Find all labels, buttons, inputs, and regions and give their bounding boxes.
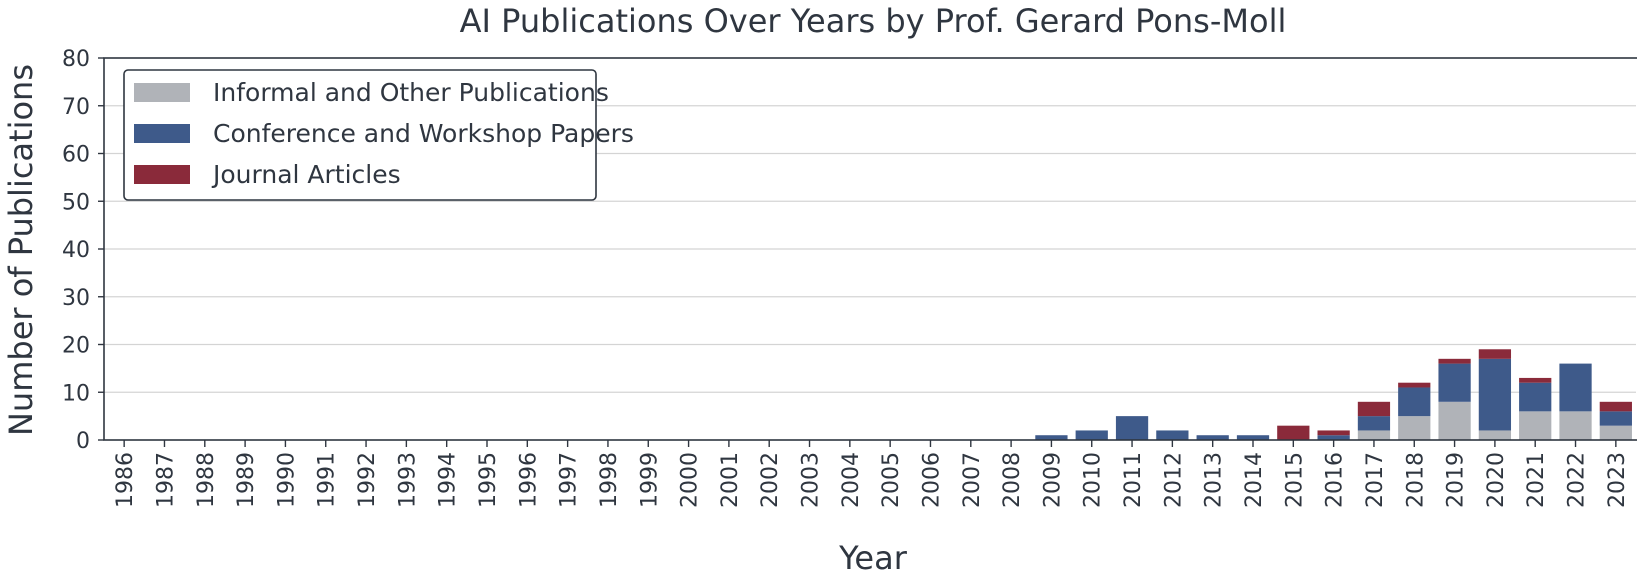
bar-segment [1438,363,1471,402]
y-tick-label: 50 [62,190,90,215]
x-tick-label: 1996 [516,452,541,508]
x-tick-label: 2014 [1242,452,1267,508]
bar-segment [1357,401,1391,417]
bar-segment [1398,382,1431,388]
x-tick-label: 2010 [1081,452,1106,508]
y-tick-label: 10 [62,381,90,406]
x-tick-label: 2004 [839,452,864,508]
bar-segment [1035,435,1068,440]
x-tick-label: 1989 [234,452,259,508]
x-tick-label: 1999 [637,452,662,508]
x-tick-label: 2005 [879,452,904,508]
bar-segment [1277,425,1310,440]
bar-segment [1398,416,1431,440]
x-tick-label: 1987 [153,452,178,508]
x-tick-label: 2006 [919,452,944,508]
x-tick-label: 1994 [436,452,461,508]
x-tick-label: 2016 [1323,452,1348,508]
x-tick-label: 2015 [1282,452,1307,508]
bar-segment [1599,425,1632,440]
bar-segment [1357,416,1391,431]
y-tick-label: 0 [76,429,90,454]
legend-swatch [134,165,190,184]
y-tick-label: 20 [62,334,90,359]
bar-segment [1599,411,1632,426]
x-tick-label: 1998 [597,452,622,508]
y-tick-label: 70 [62,95,90,120]
bar-segment [1438,401,1471,440]
bar-segment [1115,416,1149,440]
bars [1035,349,1632,440]
bar-segment [1236,435,1270,440]
y-tick-label: 80 [62,47,90,72]
x-tick-label: 2020 [1484,452,1509,508]
x-tick-label: 2003 [799,452,824,508]
x-tick-label: 2019 [1444,452,1469,508]
legend-box [123,69,597,201]
x-tick-label: 1997 [557,452,582,508]
bar-segment [1478,430,1512,440]
x-tick-label: 2017 [1363,452,1388,508]
x-tick-label: 1995 [476,452,501,508]
bar-segment [1196,435,1229,440]
x-tick-label: 2021 [1524,452,1549,508]
x-tick-label: 2023 [1605,452,1630,508]
bar-segment [1599,401,1632,412]
legend-label: Journal Articles [211,160,401,189]
x-tick-label: 2013 [1202,452,1227,508]
y-tick-label: 60 [62,143,90,168]
x-tick-label: 2012 [1161,452,1186,508]
y-tick-label: 40 [62,238,90,263]
legend: Informal and Other Publications Conferenc… [123,69,634,201]
bar-segment [1519,382,1552,412]
bar-segment [1317,430,1350,436]
bar-segment [1438,358,1471,364]
bar-segment [1559,411,1592,440]
x-axis-ticks: 1986 1987 1988 1989 1990 1991 1992 1993 1994 1995… [113,440,1630,508]
bar-segment [1519,411,1552,440]
bar-segment [1398,387,1431,417]
bar-segment [1478,358,1512,431]
y-tick-label: 30 [62,286,90,311]
x-tick-label: 2007 [960,452,985,508]
x-tick-label: 2001 [718,452,743,508]
bar-segment [1559,363,1592,412]
bar-segment [1478,349,1512,359]
bar-segment [1075,430,1108,440]
x-tick-label: 1990 [274,452,299,508]
x-tick-label: 2002 [758,452,783,508]
bar-segment [1156,430,1189,440]
x-tick-label: 2011 [1121,452,1146,508]
chart-title: AI Publications Over Years by Prof. Gera… [460,2,1287,40]
x-tick-label: 1991 [315,452,340,508]
bar-segment [1357,430,1391,440]
legend-label: Informal and Other Publications [213,78,609,107]
legend-swatch [134,83,190,102]
bar-segment [1317,435,1350,440]
legend-swatch [134,124,190,143]
x-tick-label: 1992 [355,452,380,508]
x-tick-label: 2022 [1565,452,1590,508]
x-tick-label: 2008 [1000,452,1025,508]
x-tick-label: 2000 [678,452,703,508]
x-tick-label: 1993 [395,452,420,508]
y-axis-label: Number of Publications [2,64,40,436]
x-tick-label: 1986 [113,452,138,508]
y-axis-ticks: 0 10 20 30 40 50 60 70 80 [62,47,104,454]
legend-label: Conference and Workshop Papers [213,119,634,148]
x-tick-label: 2018 [1403,452,1428,508]
x-tick-label: 1988 [194,452,219,508]
x-axis-label: Year [838,539,908,577]
bar-segment [1519,377,1552,383]
x-tick-label: 2009 [1040,452,1065,508]
